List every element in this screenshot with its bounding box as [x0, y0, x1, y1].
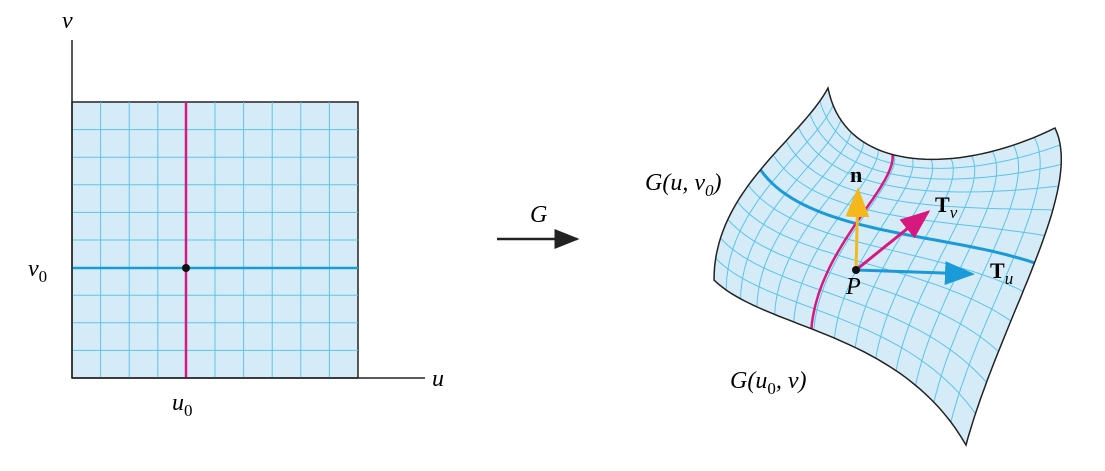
surface-grid-line	[727, 218, 999, 352]
surface	[713, 85, 1063, 447]
tu-label: Tu	[990, 258, 1013, 288]
u0-label: u0	[172, 390, 193, 420]
surface-grid-line	[736, 201, 1012, 322]
surface-outline	[713, 85, 1063, 447]
surface-grid-line	[772, 154, 1045, 237]
p-label: P	[845, 274, 861, 300]
point	[182, 264, 190, 272]
point-p	[852, 266, 860, 274]
tu-vector	[855, 261, 975, 286]
surface-grid-line	[819, 100, 1061, 169]
v-axis-label: v	[62, 8, 73, 34]
surface-grid-line	[809, 113, 1062, 180]
g-u0-v-label: G(u0, v)	[730, 368, 806, 398]
surface-vectors	[845, 187, 975, 286]
n-label: n	[850, 162, 862, 187]
v0-label: v0	[28, 256, 47, 286]
surface-grid-line	[748, 184, 1024, 292]
surface-grid-line	[715, 257, 976, 414]
normal-vector	[845, 187, 870, 271]
domain-grid	[72, 102, 358, 378]
surface-grid-line	[797, 127, 1059, 193]
surface-grid-line	[720, 237, 987, 383]
domain-plane: v u v0 u0	[28, 8, 444, 420]
u-axis-label: u	[432, 366, 444, 392]
tv-vector	[855, 210, 931, 272]
tv-label: Tv	[935, 192, 958, 222]
surface-grid-line	[785, 140, 1053, 211]
u-curve	[759, 168, 1035, 265]
map-label: G	[530, 202, 547, 228]
g-u-v0-label: G(u, v0)	[645, 170, 721, 200]
